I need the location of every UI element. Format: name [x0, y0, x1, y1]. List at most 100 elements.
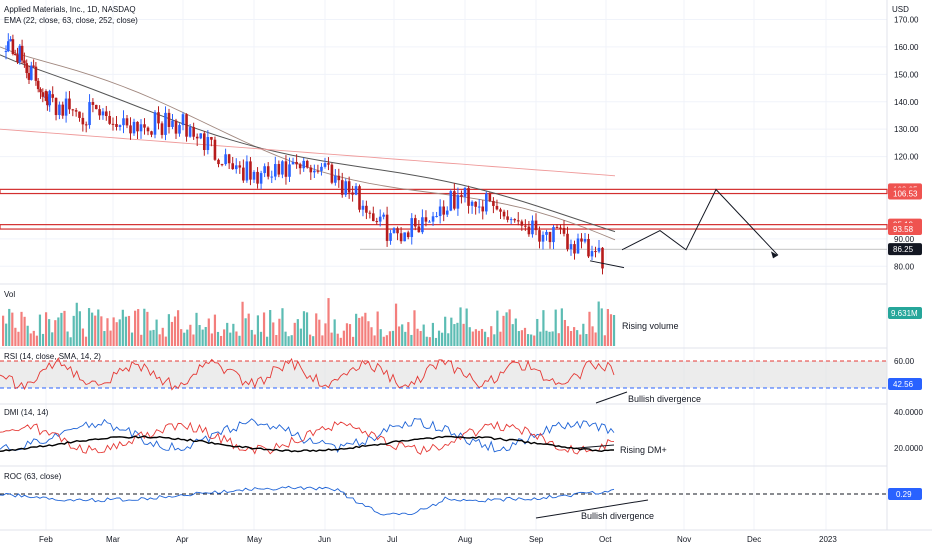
currency-label: USD: [892, 5, 909, 14]
volume-bar: [431, 322, 434, 346]
volume-annotation: Rising volume: [622, 321, 679, 331]
volume-bar: [474, 329, 477, 346]
candle-body: [227, 154, 231, 164]
time-axis[interactable]: Feb Mar Apr May Jun Jul Aug Sep Oct Nov Dec 2023: [39, 535, 837, 544]
volume-bar: [11, 312, 14, 346]
candle-body: [414, 218, 417, 227]
volume-bar: [480, 328, 484, 346]
volume-bar: [358, 317, 361, 346]
volume-bar: [514, 318, 517, 346]
candle-body: [174, 120, 178, 134]
candle-body: [108, 115, 111, 124]
volume-bar: [594, 332, 597, 346]
volume-bar: [505, 312, 508, 346]
volume-bar: [434, 337, 438, 346]
volume-bar: [266, 336, 269, 346]
volume-bar: [272, 322, 275, 346]
volume-bar: [94, 315, 97, 346]
volume-bar: [394, 303, 398, 346]
candle-body: [150, 131, 153, 135]
volume-bar: [290, 335, 293, 346]
volume-bar: [453, 324, 456, 346]
volume-bar: [465, 308, 468, 346]
volume-bar: [155, 319, 158, 346]
candle-body: [499, 209, 502, 212]
candle-body: [4, 51, 8, 53]
candle-body: [71, 109, 75, 111]
volume-bar: [566, 326, 570, 346]
candle-body: [340, 180, 344, 195]
volume-bar: [530, 334, 533, 346]
volume-bar: [582, 323, 585, 346]
volume-bar: [140, 334, 143, 346]
candle-body: [249, 161, 252, 180]
time-tick-label: Nov: [677, 535, 691, 544]
candle-body: [552, 226, 555, 243]
volume-bar: [219, 335, 223, 346]
candle-body: [11, 39, 15, 54]
candle-body: [295, 161, 298, 165]
candle-body: [488, 193, 492, 201]
ema-legend: EMA (22, close, 63, close, 252, close): [4, 16, 138, 25]
candle-body: [13, 53, 17, 55]
candle-body: [375, 221, 379, 223]
volume-bar: [186, 329, 189, 346]
candles: [4, 33, 604, 275]
trendlines[interactable]: [589, 260, 625, 269]
volume-bar: [447, 333, 450, 346]
volume-bar: [158, 334, 161, 346]
volume-bar: [321, 335, 324, 346]
price-axis[interactable]: 170.00 160.00 150.00 140.00 130.00 120.00 90.0…: [894, 15, 919, 271]
volume-bar: [333, 319, 336, 346]
candle-body: [485, 193, 488, 212]
time-tick-label: Dec: [747, 535, 761, 544]
dmi-trendline: [577, 444, 615, 449]
roc-annotation: Bullish divergence: [581, 511, 654, 521]
adx-line: [0, 435, 615, 453]
candle-body: [527, 226, 531, 235]
candle-body: [16, 54, 19, 62]
candle-body: [509, 219, 513, 221]
volume-bar: [287, 336, 290, 346]
candle-body: [541, 234, 545, 242]
candle-body: [576, 238, 580, 254]
candle-body: [396, 228, 399, 234]
volume-bar: [278, 318, 281, 346]
time-tick-label: Aug: [458, 535, 472, 544]
candle-body: [309, 167, 313, 173]
price-tick-label: 140.00: [894, 98, 919, 107]
candle-body: [7, 41, 10, 52]
candle-body: [105, 111, 108, 116]
price-badge-label: 93.58: [893, 225, 914, 234]
candle-body: [442, 206, 445, 215]
volume-bar: [459, 307, 462, 346]
candle-body: [164, 112, 167, 135]
volume-bar: [487, 337, 490, 346]
volume-bar: [456, 322, 459, 346]
candle-body: [520, 221, 524, 226]
volume-badge: 9.631M: [891, 309, 918, 318]
candle-body: [449, 191, 453, 211]
resistance-zone: [0, 188, 888, 195]
rsi-band: [0, 361, 887, 388]
volume-bar: [545, 330, 548, 346]
volume-bar: [112, 317, 115, 346]
candle-body: [146, 127, 150, 132]
projection-path[interactable]: [621, 188, 779, 259]
rsi-line: [0, 357, 628, 404]
volume-bar: [388, 331, 392, 346]
volume-bar: [576, 330, 579, 346]
rsi-badge-bg: [888, 378, 922, 390]
candle-body: [167, 112, 171, 127]
volume-bar: [226, 322, 229, 346]
candle-body: [206, 136, 210, 151]
time-tick-label: Mar: [106, 535, 120, 544]
candle-body: [181, 114, 185, 126]
candle-body: [252, 171, 256, 180]
volume-bar: [14, 327, 17, 346]
candle-body: [431, 216, 435, 222]
volume-bar: [367, 321, 370, 346]
volume-bar: [170, 321, 174, 346]
